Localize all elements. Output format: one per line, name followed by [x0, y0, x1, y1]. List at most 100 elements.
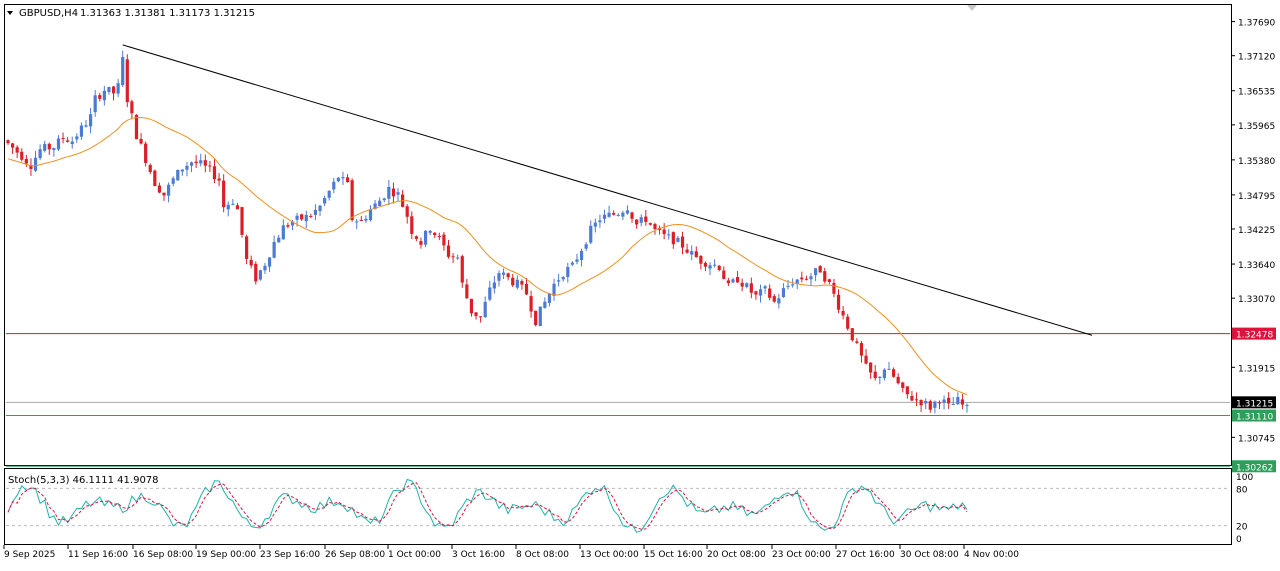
candle [768, 284, 772, 301]
candle [313, 204, 318, 221]
candle [506, 272, 510, 281]
candle [139, 132, 143, 145]
candle [703, 261, 708, 272]
candle-body [827, 279, 831, 282]
ohlc-values: 1.31363 1.31381 1.31173 1.31215 [80, 8, 255, 19]
candle [245, 234, 249, 265]
candle [685, 243, 689, 254]
candle [488, 280, 492, 302]
candle-body [965, 405, 969, 407]
candle-body [781, 288, 786, 298]
candle-body [671, 232, 675, 245]
candle-body [231, 203, 235, 205]
candle [951, 396, 955, 406]
candle [189, 161, 194, 173]
candle [492, 275, 496, 294]
candle [474, 312, 478, 320]
candle [235, 203, 240, 210]
candle [254, 261, 258, 285]
candle-body [621, 212, 625, 217]
price-tick-label: 1.33070 [1238, 295, 1275, 305]
candle [901, 381, 905, 393]
candle-body [896, 376, 900, 384]
candle-body [474, 312, 478, 317]
indicator-frame [4, 468, 1232, 545]
candle-body [561, 277, 565, 280]
candle-body [309, 215, 313, 217]
support-level-tag-text: 1.31110 [1236, 413, 1273, 423]
candle [823, 267, 827, 284]
candle [483, 296, 487, 318]
candle-body [639, 217, 643, 223]
candle-body [442, 234, 446, 246]
candle [148, 163, 152, 175]
candle [864, 349, 868, 365]
candle [667, 229, 671, 240]
candle-body [410, 216, 414, 234]
candle-body [318, 205, 322, 211]
time-tick-label: 1 Oct 00:00 [388, 550, 441, 560]
candle [836, 289, 841, 314]
scroll-marker-icon[interactable] [967, 5, 977, 11]
candle-body [217, 178, 221, 181]
candle [501, 268, 506, 280]
candle-body [212, 166, 217, 180]
candle-body [644, 216, 648, 222]
time-tick-label: 15 Oct 16:00 [644, 550, 703, 560]
price-tick-label: 1.35380 [1238, 157, 1275, 167]
candle [942, 395, 946, 410]
candle [309, 213, 313, 219]
candle [10, 142, 15, 154]
resistance-level-tag-bg [1232, 327, 1276, 340]
candle [460, 254, 464, 288]
candle-body [488, 287, 492, 300]
candle-body [956, 397, 960, 405]
candle-body [543, 301, 547, 308]
candle [336, 177, 340, 183]
candle-body [47, 143, 51, 150]
candle-body [134, 114, 139, 140]
candle [804, 275, 809, 281]
candle [56, 135, 61, 152]
candle [153, 169, 157, 187]
candle-body [258, 270, 262, 280]
candle [249, 255, 253, 269]
candle-body [818, 266, 822, 273]
candle-body [336, 177, 340, 182]
candle [364, 215, 368, 223]
triangle-down-icon[interactable] [7, 11, 13, 15]
candle-body [382, 198, 386, 201]
candle-body [667, 234, 671, 236]
candle-body [529, 296, 533, 312]
candle [15, 145, 19, 159]
price-tick-label: 1.31915 [1238, 364, 1275, 374]
candle [772, 294, 776, 303]
candle-body [735, 277, 740, 283]
candle-body [713, 264, 717, 266]
candle-body [786, 285, 790, 287]
candle-body [740, 282, 744, 287]
candle [818, 265, 822, 273]
candle [410, 211, 414, 240]
candle [465, 279, 469, 299]
candle [800, 271, 804, 283]
candle-body [625, 210, 630, 214]
candle [176, 169, 180, 181]
candle-body [836, 294, 841, 310]
candle [212, 159, 217, 184]
candle-body [226, 204, 230, 210]
candle-body [465, 284, 469, 299]
candle [648, 222, 652, 226]
candle [107, 86, 111, 95]
candle-body [859, 342, 864, 356]
candle [905, 386, 909, 399]
candle [960, 393, 965, 410]
candle-body [722, 270, 726, 280]
candle-body [235, 205, 240, 210]
time-tick-label: 23 Oct 00:00 [772, 550, 831, 560]
candle-body [93, 95, 97, 113]
candle [6, 139, 10, 145]
candle-body [566, 266, 570, 278]
